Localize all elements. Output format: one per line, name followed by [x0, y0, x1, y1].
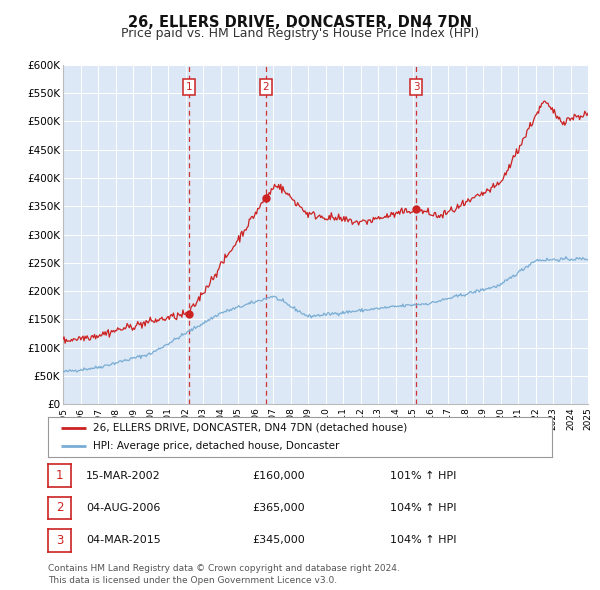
- Text: 101% ↑ HPI: 101% ↑ HPI: [390, 471, 457, 480]
- Text: 04-MAR-2015: 04-MAR-2015: [86, 536, 161, 545]
- Text: £365,000: £365,000: [252, 503, 305, 513]
- Text: Contains HM Land Registry data © Crown copyright and database right 2024.
This d: Contains HM Land Registry data © Crown c…: [48, 565, 400, 585]
- Text: £160,000: £160,000: [252, 471, 305, 480]
- Text: 15-MAR-2002: 15-MAR-2002: [86, 471, 161, 480]
- Text: 26, ELLERS DRIVE, DONCASTER, DN4 7DN (detached house): 26, ELLERS DRIVE, DONCASTER, DN4 7DN (de…: [94, 423, 407, 433]
- Text: 104% ↑ HPI: 104% ↑ HPI: [390, 503, 457, 513]
- Text: £345,000: £345,000: [252, 536, 305, 545]
- Text: 1: 1: [185, 82, 193, 92]
- Text: 26, ELLERS DRIVE, DONCASTER, DN4 7DN: 26, ELLERS DRIVE, DONCASTER, DN4 7DN: [128, 15, 472, 30]
- Text: 104% ↑ HPI: 104% ↑ HPI: [390, 536, 457, 545]
- Text: 2: 2: [262, 82, 269, 92]
- Text: 3: 3: [56, 534, 63, 547]
- Text: Price paid vs. HM Land Registry's House Price Index (HPI): Price paid vs. HM Land Registry's House …: [121, 27, 479, 40]
- Text: HPI: Average price, detached house, Doncaster: HPI: Average price, detached house, Donc…: [94, 441, 340, 451]
- Text: 1: 1: [56, 469, 63, 482]
- Text: 04-AUG-2006: 04-AUG-2006: [86, 503, 160, 513]
- Text: 3: 3: [413, 82, 419, 92]
- Text: 2: 2: [56, 502, 63, 514]
